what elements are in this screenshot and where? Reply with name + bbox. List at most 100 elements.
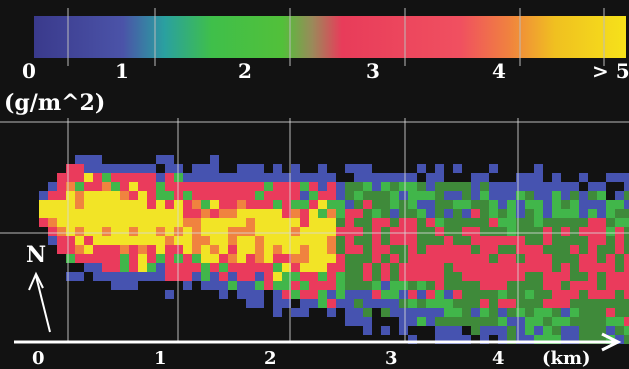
heatmap-cell [300, 209, 309, 218]
heatmap-cell [336, 281, 345, 290]
heatmap-cell [381, 263, 390, 272]
heatmap-cell [39, 191, 48, 200]
heatmap-cell [489, 317, 498, 326]
heatmap-cell [489, 227, 498, 236]
heatmap-cell [462, 299, 471, 308]
heatmap-cell [498, 209, 507, 218]
heatmap-cell [147, 245, 156, 254]
heatmap-cell [390, 254, 399, 263]
heatmap-cell [363, 209, 372, 218]
heatmap-cell [399, 317, 408, 326]
heatmap-cell [444, 236, 453, 245]
heatmap-cell [354, 191, 363, 200]
heatmap-cell [462, 281, 471, 290]
heatmap-cell [543, 290, 552, 299]
heatmap-cell [291, 236, 300, 245]
heatmap-cell [606, 317, 615, 326]
heatmap-cell [516, 236, 525, 245]
heatmap-cell [570, 254, 579, 263]
heatmap-cell [588, 272, 597, 281]
heatmap-cell [399, 191, 408, 200]
heatmap-cell [381, 326, 390, 335]
heatmap-cell [534, 263, 543, 272]
heatmap-cell [435, 335, 444, 344]
heatmap-cell [444, 299, 453, 308]
heatmap-cell [309, 227, 318, 236]
heatmap-cell [282, 236, 291, 245]
heatmap-cell [570, 299, 579, 308]
heatmap-cell [417, 272, 426, 281]
heatmap-cell [255, 191, 264, 200]
heatmap-cell [228, 209, 237, 218]
heatmap-cell [417, 317, 426, 326]
heatmap-cell [543, 263, 552, 272]
heatmap-cell [462, 290, 471, 299]
heatmap-cell [624, 191, 629, 200]
heatmap-cell [534, 182, 543, 191]
heatmap-cell [237, 200, 246, 209]
heatmap-cell [426, 281, 435, 290]
heatmap-cell [84, 191, 93, 200]
heatmap-cell [363, 227, 372, 236]
heatmap-cell [255, 227, 264, 236]
heatmap-cell [615, 263, 624, 272]
heatmap-cell [201, 191, 210, 200]
heatmap-cell [606, 236, 615, 245]
heatmap-cell [399, 218, 408, 227]
heatmap-cell [453, 317, 462, 326]
heatmap-cell [210, 236, 219, 245]
heatmap-cell [561, 290, 570, 299]
heatmap-cell [129, 236, 138, 245]
heatmap-cell [417, 218, 426, 227]
heatmap-cell [75, 200, 84, 209]
heatmap-cell [84, 209, 93, 218]
heatmap-cell [255, 254, 264, 263]
heatmap-cell [507, 182, 516, 191]
heatmap-cell [444, 182, 453, 191]
heatmap-cell [192, 218, 201, 227]
heatmap-cell [93, 209, 102, 218]
heatmap-cell [138, 191, 147, 200]
heatmap-cell [399, 308, 408, 317]
heatmap-cell [417, 308, 426, 317]
heatmap-cell [75, 164, 84, 173]
heatmap-cell [453, 254, 462, 263]
heatmap-cell [75, 155, 84, 164]
heatmap-cell [597, 191, 606, 200]
heatmap-cell [462, 191, 471, 200]
heatmap-cell [237, 218, 246, 227]
heatmap-cell [192, 263, 201, 272]
heatmap-cell [525, 272, 534, 281]
heatmap-cell [273, 218, 282, 227]
heatmap-cell [543, 308, 552, 317]
heatmap-cell [354, 236, 363, 245]
heatmap-cell [507, 290, 516, 299]
heatmap-cell [489, 200, 498, 209]
heatmap-cell [147, 182, 156, 191]
heatmap-cell [147, 272, 156, 281]
heatmap-cell [237, 245, 246, 254]
heatmap-cell [435, 209, 444, 218]
heatmap-cell [489, 209, 498, 218]
heatmap-cell [282, 182, 291, 191]
heatmap-cell [336, 254, 345, 263]
heatmap-cell [156, 209, 165, 218]
heatmap-cell [408, 335, 417, 344]
heatmap-cell [525, 236, 534, 245]
heatmap-cell [327, 299, 336, 308]
heatmap-cell [237, 209, 246, 218]
heatmap-cell [561, 263, 570, 272]
heatmap-cell [57, 182, 66, 191]
heatmap-cell [318, 173, 327, 182]
heatmap-cell [498, 272, 507, 281]
heatmap-cell [300, 191, 309, 200]
heatmap-cell [435, 326, 444, 335]
heatmap-cell [525, 191, 534, 200]
heatmap-cell [507, 209, 516, 218]
heatmap-cell [534, 173, 543, 182]
heatmap-cell [417, 209, 426, 218]
heatmap-cell [579, 326, 588, 335]
heatmap-cell [219, 281, 228, 290]
heatmap-cell [165, 254, 174, 263]
heatmap-cell [336, 236, 345, 245]
